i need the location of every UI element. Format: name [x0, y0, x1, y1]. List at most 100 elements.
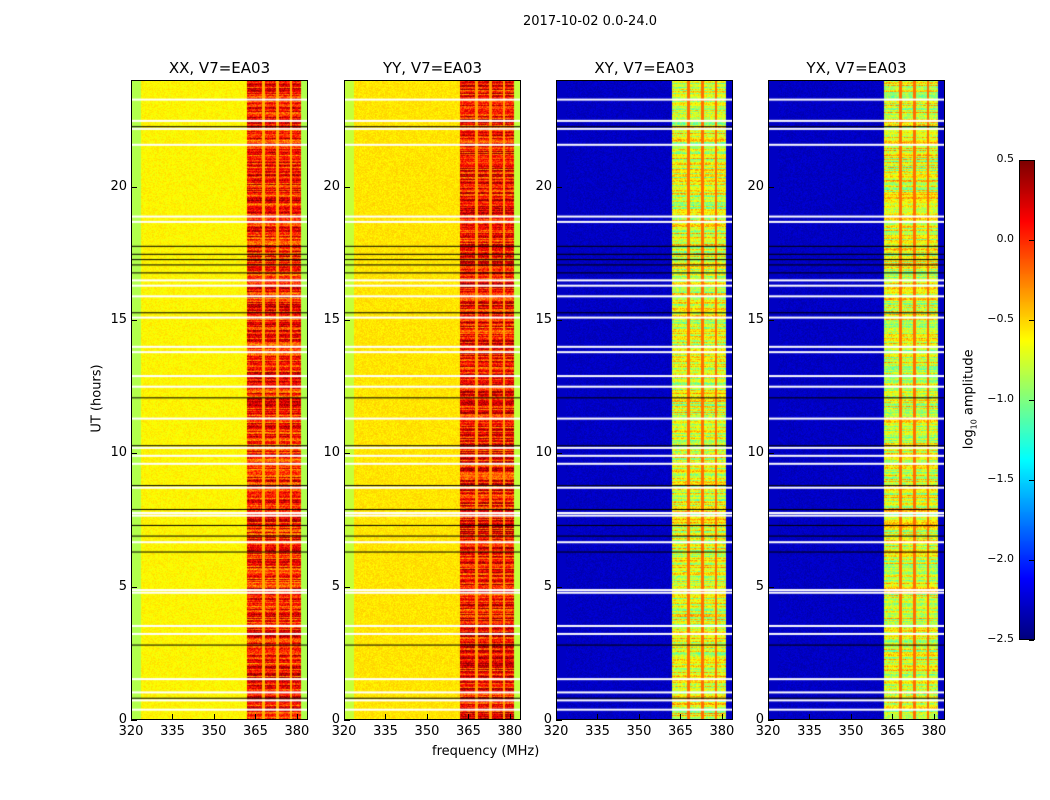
x-axis-label: frequency (MHz) — [432, 744, 540, 759]
y-tick-mark — [344, 186, 350, 188]
colorbar-gradient — [1020, 161, 1034, 639]
x-tick-mark — [255, 714, 257, 720]
heatmap-panel — [344, 80, 521, 720]
x-tick-mark — [131, 714, 132, 720]
x-tick-mark — [385, 714, 387, 720]
figure-title: 2017-10-02 0.0-24.0 — [523, 14, 657, 29]
heatmap-panel — [131, 80, 308, 720]
x-tick-mark — [296, 714, 298, 720]
y-tick-mark — [556, 186, 562, 188]
colorbar-tick-label: −1.5 — [987, 472, 1014, 485]
y-tick-mark — [768, 586, 774, 588]
x-tick-label: 320 — [118, 724, 144, 739]
x-tick-mark — [426, 714, 428, 720]
x-tick-mark — [597, 714, 599, 720]
x-tick-label: 350 — [201, 724, 227, 739]
heatmap-panel — [556, 80, 733, 720]
x-tick-mark — [933, 714, 935, 720]
y-tick-label: 10 — [110, 445, 127, 461]
x-tick-mark — [556, 714, 557, 720]
y-tick-label: 0 — [755, 712, 764, 727]
x-tick-label: 380 — [284, 724, 310, 739]
x-tick-mark — [768, 714, 769, 720]
y-tick-label: 0 — [118, 712, 127, 727]
colorbar-tick-mark — [1029, 240, 1034, 241]
heatmap-image — [132, 81, 307, 719]
x-tick-label: 365 — [456, 724, 481, 739]
x-tick-label: 365 — [243, 724, 268, 739]
x-tick-label: 335 — [585, 724, 610, 739]
heatmap-panel — [768, 80, 945, 720]
colorbar-tick-label: −2.0 — [987, 552, 1014, 565]
colorbar-tick-label: −1.0 — [987, 392, 1014, 405]
colorbar-label: log10 amplitude — [961, 349, 979, 450]
y-tick-mark — [131, 320, 137, 321]
x-tick-mark — [638, 714, 640, 720]
y-tick-mark — [768, 320, 774, 321]
colorbar-tick-mark — [1029, 640, 1034, 641]
x-tick-label: 335 — [160, 724, 185, 739]
x-tick-mark — [809, 714, 811, 720]
x-tick-mark — [850, 714, 852, 720]
x-tick-label: 380 — [921, 724, 947, 739]
x-tick-label: 380 — [497, 724, 523, 739]
y-tick-label: 15 — [323, 312, 340, 327]
x-tick-label: 320 — [543, 724, 569, 739]
y-tick-mark — [556, 320, 562, 321]
panel-title: XX, V7=EA03 — [168, 59, 271, 77]
panel-title: YX, V7=EA03 — [806, 59, 907, 77]
y-tick-label: 5 — [118, 578, 127, 594]
y-tick-mark — [131, 453, 137, 455]
x-tick-label: 350 — [626, 724, 652, 739]
y-tick-mark — [131, 186, 137, 188]
y-tick-mark — [131, 586, 137, 588]
y-tick-mark — [768, 453, 774, 455]
y-tick-label: 0 — [543, 712, 552, 727]
colorbar-tick-mark — [1029, 480, 1034, 481]
x-tick-label: 380 — [709, 724, 735, 739]
y-tick-mark — [768, 720, 774, 721]
y-tick-mark — [344, 453, 350, 455]
heatmap-image — [557, 81, 732, 719]
x-tick-label: 320 — [331, 724, 357, 739]
colorbar-tick-mark — [1029, 160, 1034, 161]
x-tick-mark — [680, 714, 682, 720]
colorbar-label-subscript: 10 — [969, 419, 979, 430]
colorbar — [1019, 160, 1035, 640]
y-tick-label: 5 — [755, 578, 764, 594]
heatmap-image — [345, 81, 520, 719]
colorbar-tick-label: 0.0 — [996, 232, 1015, 245]
y-tick-mark — [768, 186, 774, 188]
y-tick-label: 5 — [331, 578, 340, 594]
y-tick-label: 5 — [543, 578, 552, 594]
x-tick-mark — [509, 714, 511, 720]
y-tick-mark — [131, 720, 137, 721]
panel-title: XY, V7=EA03 — [594, 59, 695, 77]
y-axis-label: UT (hours) — [89, 364, 105, 433]
x-tick-mark — [213, 714, 215, 720]
y-tick-mark — [344, 720, 350, 721]
x-tick-label: 365 — [668, 724, 693, 739]
y-tick-label: 20 — [110, 178, 127, 194]
y-tick-label: 15 — [747, 312, 764, 327]
colorbar-tick-label: −0.5 — [987, 312, 1014, 325]
y-tick-label: 15 — [110, 312, 127, 327]
x-tick-mark — [468, 714, 470, 720]
y-tick-mark — [344, 320, 350, 321]
x-tick-label: 335 — [373, 724, 398, 739]
y-tick-label: 10 — [535, 445, 552, 461]
x-tick-label: 335 — [797, 724, 822, 739]
x-tick-label: 350 — [414, 724, 440, 739]
colorbar-tick-label: 0.5 — [996, 152, 1015, 165]
x-tick-mark — [892, 714, 894, 720]
panel-title: YY, V7=EA03 — [382, 59, 483, 77]
y-tick-label: 10 — [747, 445, 764, 461]
colorbar-tick-label: −2.5 — [987, 632, 1014, 645]
x-tick-label: 365 — [880, 724, 905, 739]
x-tick-label: 350 — [838, 724, 864, 739]
x-tick-mark — [172, 714, 174, 720]
y-tick-mark — [344, 586, 350, 588]
x-tick-label: 320 — [755, 724, 781, 739]
y-tick-mark — [556, 586, 562, 588]
colorbar-tick-mark — [1029, 400, 1034, 401]
